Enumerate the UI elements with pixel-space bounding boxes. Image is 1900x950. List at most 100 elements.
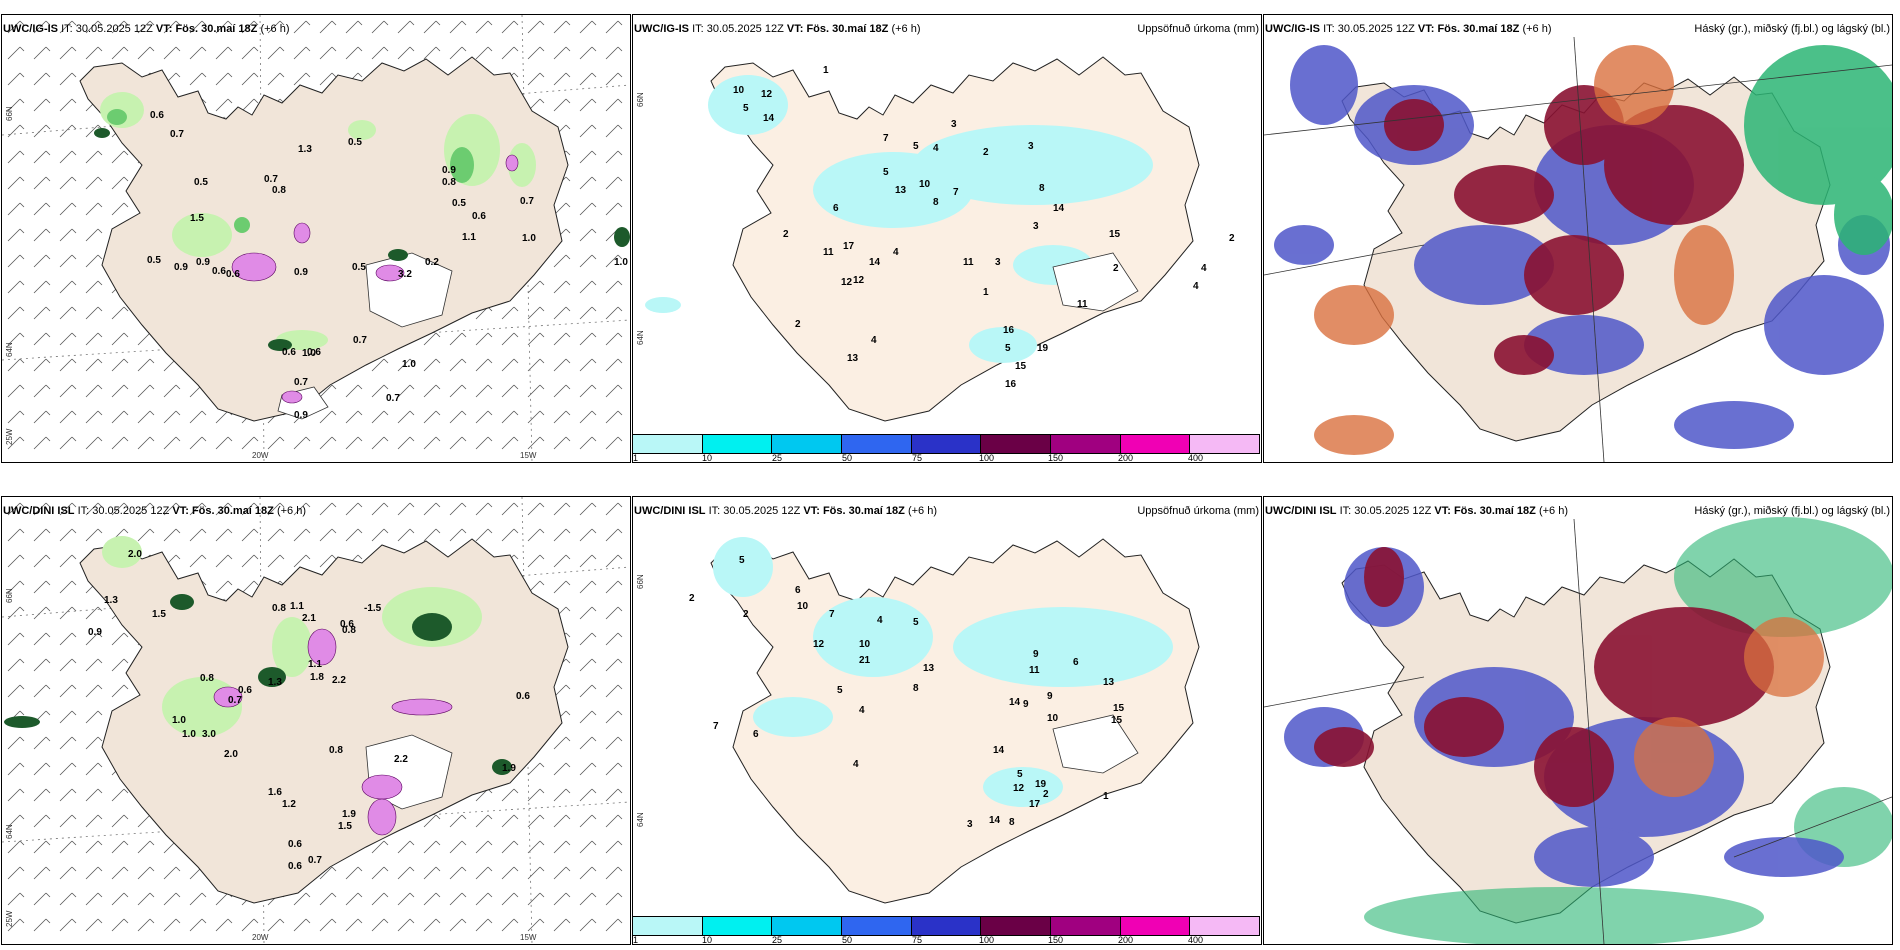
svg-text:13: 13 [1103,677,1115,688]
svg-text:0.9: 0.9 [196,257,210,268]
svg-text:0.5: 0.5 [348,137,362,148]
svg-text:21: 21 [859,655,871,666]
precip-value-labels: 1 10 12 5 14 7 5 4 3 3 8 2 5 10 13 14 8 … [733,65,1235,390]
svg-text:13: 13 [847,353,859,364]
svg-text:1.0: 1.0 [302,348,316,359]
svg-text:14: 14 [1009,697,1021,708]
panel-header: UWC/DINI ISL IT: 30.05.2025 12Z VT: Fös.… [3,505,306,517]
colorbar-swatch [772,435,843,453]
svg-text:1.0: 1.0 [522,233,536,244]
svg-text:0.5: 0.5 [194,177,208,188]
svg-text:1: 1 [983,287,989,298]
svg-text:12: 12 [813,639,825,650]
svg-text:11: 11 [963,257,974,268]
svg-text:2.2: 2.2 [394,754,408,765]
colorbar-swatch [1190,435,1260,453]
svg-text:5: 5 [1017,769,1023,780]
colorbar-swatch [633,917,703,935]
svg-text:19: 19 [1035,779,1047,790]
svg-text:0.6: 0.6 [472,211,486,222]
svg-text:0.6: 0.6 [307,347,321,358]
svg-text:0.9: 0.9 [442,165,456,176]
colorbar-swatch [911,435,982,453]
colorbar-swatch [911,917,982,935]
svg-text:3.2: 3.2 [398,269,412,280]
svg-text:14: 14 [869,257,881,268]
svg-text:4: 4 [859,705,865,716]
precip-colorbar [632,434,1260,454]
svg-text:1.0: 1.0 [172,715,186,726]
svg-text:1.1: 1.1 [308,659,322,670]
svg-text:3.0: 3.0 [202,729,216,740]
svg-text:7: 7 [883,133,889,144]
colorbar-swatch [1051,917,1121,935]
svg-text:8: 8 [1009,817,1015,828]
svg-text:11: 11 [1029,665,1040,676]
svg-text:1.9: 1.9 [342,809,356,820]
precip-value-labels: 5 10 6 2 7 4 5 12 10 13 21 8 9 11 6 10 1… [689,555,1125,830]
svg-text:0.7: 0.7 [308,855,322,866]
svg-text:3: 3 [951,119,957,130]
svg-text:5: 5 [883,167,889,178]
svg-text:12: 12 [761,89,773,100]
svg-text:2.1: 2.1 [302,613,316,624]
colorbar-swatch [1120,435,1191,453]
colorbar-swatch [1190,917,1260,935]
panel-accumulated-precip-bottom: UWC/DINI ISL IT: 30.05.2025 12Z VT: Fös.… [632,496,1262,945]
svg-text:17: 17 [843,241,855,252]
precip-colorbar [632,916,1260,936]
svg-text:8: 8 [1039,183,1045,194]
svg-text:5: 5 [913,141,919,152]
map-wind-barbs: 2.0 0.9 1.3 1.5 0.8 1.0 0.6 0.7 1.1 2.1 … [2,497,630,944]
svg-text:25W: 25W [5,428,14,445]
svg-text:1.1: 1.1 [290,601,304,612]
svg-text:9: 9 [1033,649,1039,660]
svg-text:1.9: 1.9 [502,763,516,774]
svg-text:2: 2 [1043,789,1049,800]
precip-value-labels: 2.0 0.9 1.3 1.5 0.8 1.0 0.6 0.7 1.1 2.1 … [88,549,530,872]
svg-text:0.6: 0.6 [212,266,226,277]
panel-header: UWC/DINI ISL IT: 30.05.2025 12Z VT: Fös.… [634,505,1259,517]
svg-text:15: 15 [1109,229,1121,240]
svg-text:1.0: 1.0 [182,729,196,740]
svg-text:7: 7 [829,609,835,620]
svg-text:1.0: 1.0 [614,257,628,268]
svg-text:1: 1 [823,65,829,76]
svg-text:14: 14 [993,745,1005,756]
svg-text:1.5: 1.5 [338,821,352,832]
svg-text:2: 2 [743,609,749,620]
svg-text:14: 14 [1053,203,1065,214]
svg-text:6: 6 [795,585,801,596]
svg-text:0.6: 0.6 [340,619,354,630]
svg-text:0.8: 0.8 [342,625,356,636]
panel-clouds-bottom: UWC/DINI ISL IT: 30.05.2025 12Z VT: Fös.… [1263,496,1893,945]
svg-text:14: 14 [989,815,1001,826]
svg-text:6: 6 [833,203,839,214]
svg-text:4: 4 [933,143,939,154]
svg-text:64N: 64N [636,812,645,827]
colorbar-swatch [1120,917,1191,935]
svg-text:0.2: 0.2 [425,257,439,268]
svg-text:-1.5: -1.5 [364,603,382,614]
svg-text:0.7: 0.7 [520,196,534,207]
svg-text:2.0: 2.0 [224,749,238,760]
svg-text:0.7: 0.7 [353,335,367,346]
svg-text:2: 2 [795,319,801,330]
svg-text:66N: 66N [5,106,14,121]
svg-text:15W: 15W [520,451,537,460]
svg-text:1.3: 1.3 [298,144,312,155]
svg-text:2.2: 2.2 [332,675,346,686]
svg-text:0.8: 0.8 [329,745,343,756]
svg-text:2: 2 [983,147,989,158]
svg-text:10: 10 [733,85,745,96]
svg-text:2: 2 [1113,263,1119,274]
svg-text:5: 5 [743,103,749,114]
svg-text:10: 10 [919,179,931,190]
colorbar-ticks: 1 10 25 50 75 100 150 200 400 [633,935,1204,945]
svg-text:1.6: 1.6 [268,787,282,798]
svg-text:5: 5 [837,685,843,696]
svg-text:5: 5 [1005,343,1011,354]
colorbar-swatch [1051,435,1121,453]
svg-text:66N: 66N [636,92,645,107]
svg-text:0.7: 0.7 [170,129,184,140]
